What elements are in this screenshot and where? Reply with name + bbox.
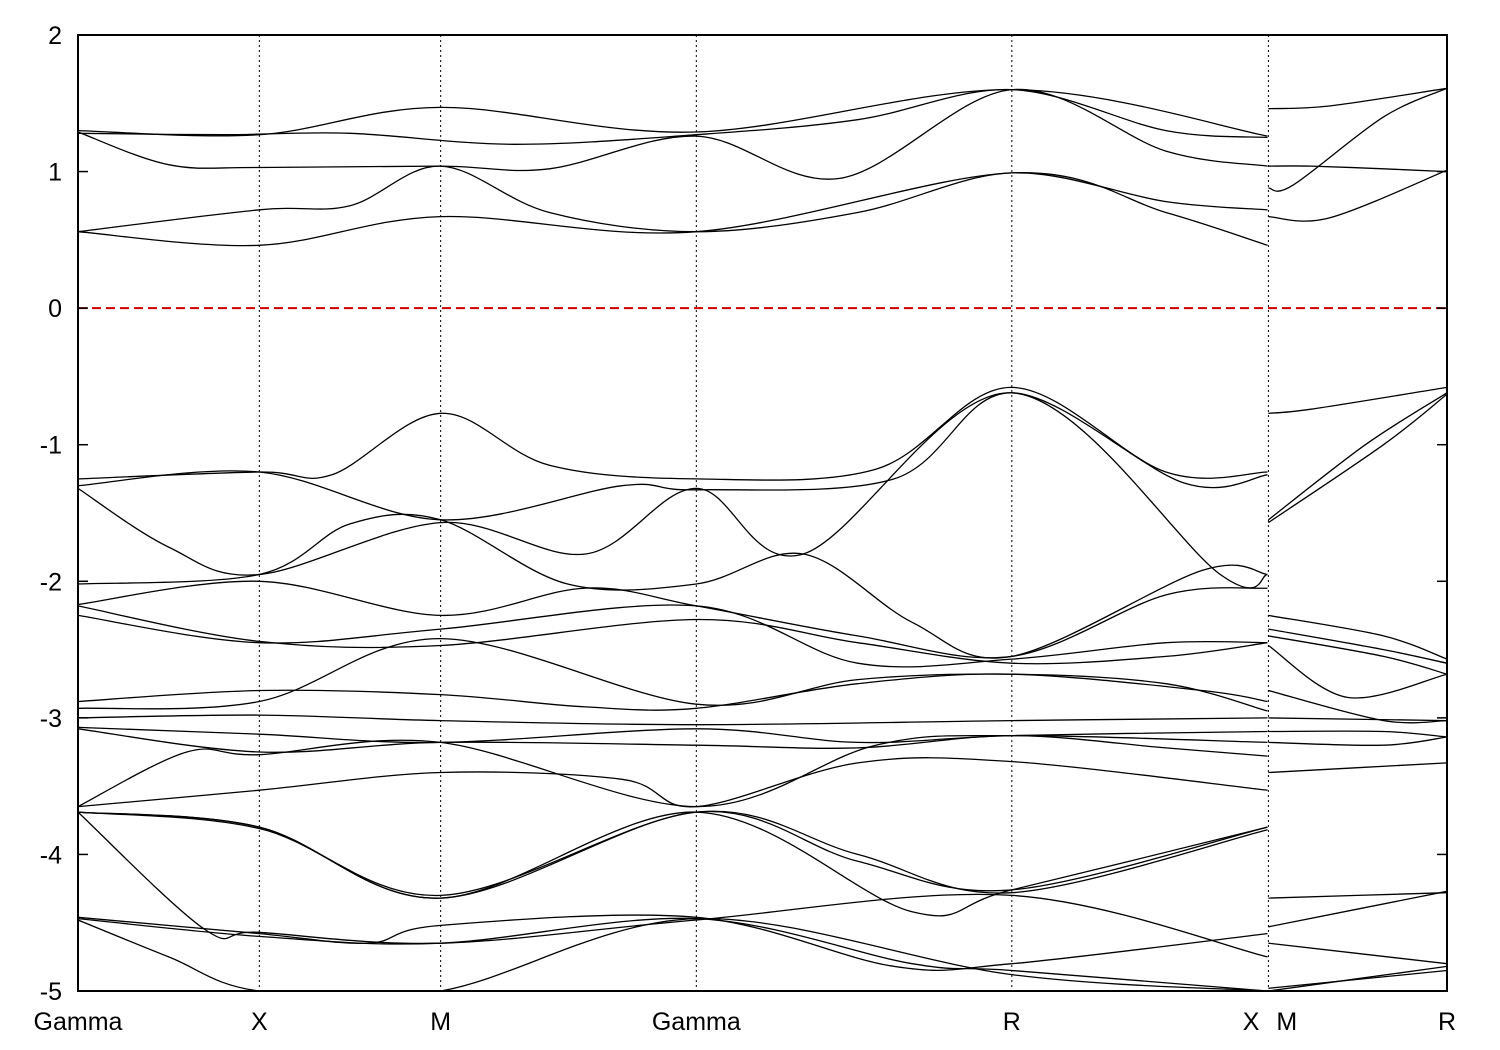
x-tick-label: R [1003,1008,1021,1036]
band-line-24 [78,810,1268,899]
y-tick-label: -2 [40,568,62,596]
band-line-1 [78,88,1268,137]
band-line-31 [1268,386,1447,414]
band-line-17 [78,673,1268,711]
band-line-43 [1268,892,1447,899]
band-lines [78,87,1447,991]
band-line-46 [1268,965,1447,991]
band-line-22 [78,734,1268,808]
y-tick-label: -3 [40,705,62,733]
x-axis-ticks: Gamma X M Gamma R X M R [34,1008,1456,1036]
band-line-37 [1268,644,1447,699]
band-line-42 [1268,762,1447,774]
y-tick-label: -1 [40,432,62,460]
band-line-13 [78,513,1268,659]
band-line-39 [1268,717,1447,722]
band-line-28 [78,914,1268,972]
band-line-16 [78,605,1268,665]
y-tick-label: 2 [48,22,62,50]
band-line-41 [1268,736,1447,746]
band-line-19 [78,714,1268,726]
band-line-40 [1268,730,1447,738]
band-line-8 [1268,87,1447,192]
band-line-29 [78,917,1268,991]
band-line-38 [1268,689,1447,724]
y-tick-label: -4 [40,841,62,869]
y-tick-label: -5 [40,978,62,1006]
y-tick-label: 1 [48,159,62,187]
plot-frame [77,34,1448,992]
x-tick-label: X [251,1008,268,1036]
band-line-34 [1268,614,1447,660]
band-line-23 [78,757,1268,808]
y-axis-ticks: 2 1 0 -1 -2 -3 -4 -5 [40,22,1447,1006]
band-line-9 [1268,169,1447,222]
band-line-45 [1268,942,1447,965]
band-line-27 [78,811,1268,958]
band-line-4 [78,165,1268,233]
band-line-10 [78,386,1268,481]
band-line-18 [78,637,1268,712]
x-tick-label: X [1243,1008,1260,1036]
band-line-6 [1268,87,1447,110]
band-line-14 [78,580,1268,659]
x-tick-label: M [430,1008,451,1036]
band-line-32 [1268,392,1447,521]
x-tick-label: M [1276,1008,1297,1036]
kpoint-grid-lines [258,35,1269,991]
y-tick-label: 0 [48,295,62,323]
band-line-12 [78,392,1268,589]
band-line-33 [1268,393,1447,524]
band-line-47 [1268,969,1447,989]
band-line-5 [78,172,1268,247]
x-tick-label: Gamma [652,1008,741,1036]
band-line-2 [78,88,1268,145]
band-line-35 [1268,628,1447,664]
band-line-3 [78,88,1268,180]
band-line-26 [78,810,1268,897]
band-line-44 [1268,890,1447,928]
band-line-36 [1268,635,1447,675]
band-line-21 [78,728,1268,757]
band-line-11 [78,392,1268,521]
band-line-30 [78,917,1268,991]
band-line-15 [78,604,1268,668]
x-tick-label: Gamma [34,1008,123,1036]
band-line-7 [1268,165,1447,173]
x-tick-label: R [1438,1008,1456,1036]
